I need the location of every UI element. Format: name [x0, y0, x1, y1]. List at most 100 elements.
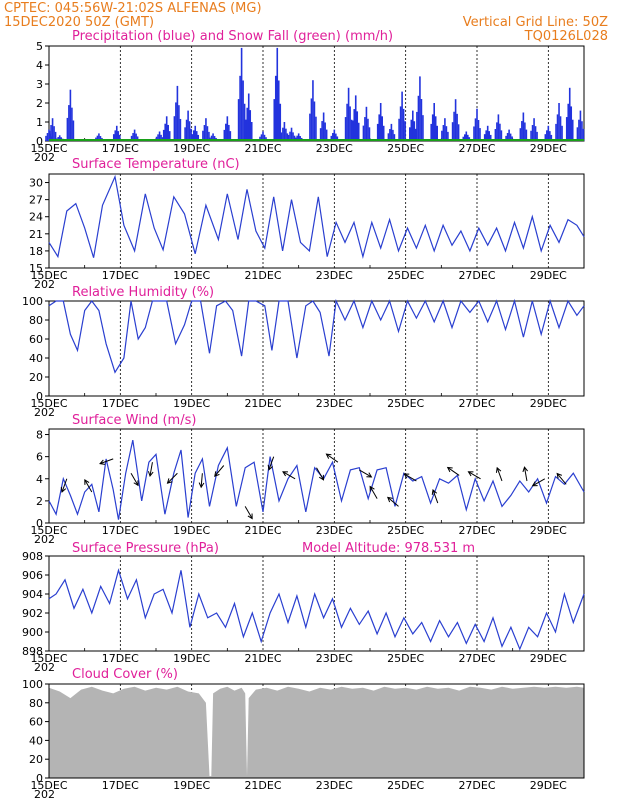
cloud-y-tick-label: 0 — [36, 772, 43, 785]
wind-arrow — [447, 467, 460, 476]
precip-bar — [508, 129, 510, 141]
precip-bar — [206, 126, 209, 141]
precip-bar — [533, 118, 535, 141]
precip-bar — [419, 76, 421, 141]
precip-bar — [511, 136, 513, 141]
precip-bar — [190, 128, 192, 141]
wind-arrow-head — [403, 473, 410, 479]
wind-arrow-head — [325, 453, 332, 459]
cloud-y-tick-label: 80 — [29, 697, 43, 710]
pressure-y-tick-label: 898 — [22, 645, 43, 658]
wind-arrow — [61, 478, 68, 493]
precip-bar — [379, 103, 382, 141]
temperature-x-tick-label: 27DEC — [458, 269, 495, 282]
wind-x-tick-label: 17DEC — [102, 524, 139, 537]
precip-bar — [568, 87, 571, 141]
wind-arrow — [432, 489, 439, 504]
temperature-x-tick-label: 19DEC — [173, 269, 210, 282]
precip-bar — [519, 128, 522, 141]
precip-bar — [497, 114, 500, 141]
precip-bar — [489, 134, 492, 141]
humidity-x-tick-label: 15DEC — [30, 397, 67, 410]
precip-bar — [550, 134, 553, 141]
wind-arrow — [167, 472, 178, 484]
precip-bar — [321, 121, 323, 141]
precip-bar — [454, 99, 457, 141]
wind-x-tick-label: 15DEC — [30, 524, 67, 537]
precip-x-tick-label: 19DEC — [173, 142, 210, 155]
precip-y-tick-label: 3 — [36, 78, 43, 91]
wind-line — [48, 439, 585, 520]
wind-arrow — [130, 472, 139, 486]
precip-bar — [332, 133, 334, 141]
temperature-y-tick-label: 27 — [29, 194, 43, 207]
precip-bar — [524, 122, 526, 141]
precip-bar — [249, 110, 252, 141]
humidity-x-tick-label: 17DEC — [102, 397, 139, 410]
precip-bar — [393, 134, 396, 141]
precip-bar — [58, 135, 61, 141]
precip-bar — [544, 134, 547, 141]
precip-bar — [239, 75, 241, 141]
wind-arrow-head — [166, 478, 173, 484]
precip-y-tick-label: 1 — [36, 116, 43, 129]
precip-bar — [242, 80, 244, 141]
humidity-y-tick-label: 80 — [29, 314, 43, 327]
precip-bar — [464, 134, 466, 141]
humidity-y-tick-label: 20 — [29, 371, 43, 384]
precip-bar — [114, 130, 117, 141]
precip-bar — [191, 134, 194, 141]
precip-bar — [413, 121, 416, 141]
precip-bar — [555, 123, 557, 141]
wind-arrow — [403, 473, 417, 482]
precip-bar — [263, 134, 266, 141]
wind-arrow-head — [133, 480, 139, 487]
wind-arrow-head — [495, 466, 502, 473]
precip-x-tick-label: 27DEC — [458, 142, 495, 155]
precip-bar — [250, 122, 253, 141]
humidity-x-tick-label: 19DEC — [173, 397, 210, 410]
precip-bar — [315, 116, 317, 141]
wind-x-tick-label: 25DEC — [387, 524, 424, 537]
humidity-y-tick-label: 100 — [22, 295, 43, 308]
precip-bar — [434, 116, 437, 141]
precip-x-tick-label: 21DEC — [244, 142, 281, 155]
precip-bar — [500, 130, 503, 141]
precip-bar — [132, 133, 134, 141]
precip-bar — [417, 95, 420, 141]
pressure-line — [48, 568, 585, 651]
wind-arrow-head — [214, 471, 220, 478]
precip-bar — [99, 136, 102, 141]
precip-bar — [546, 130, 548, 141]
wind-arrow-head — [387, 496, 393, 503]
wind-arrow — [200, 473, 203, 488]
humidity-x-tick-label: 27DEC — [458, 397, 495, 410]
temperature-frame — [48, 173, 585, 269]
precip-bar — [409, 127, 411, 141]
wind-arrow-head — [282, 471, 288, 477]
temperature-x-tick-label: 29DEC — [530, 269, 567, 282]
pressure-x-year-label: 202 — [34, 661, 55, 674]
precip-bar — [376, 123, 379, 141]
precip-bar — [398, 118, 400, 141]
precip-bar — [313, 101, 316, 141]
precip-bar — [381, 116, 383, 141]
wind-arrow-head — [556, 472, 563, 479]
precip-bar — [494, 129, 497, 141]
precip-bar — [208, 131, 210, 141]
precip-bar — [576, 127, 579, 141]
precip-bar — [324, 122, 326, 141]
precip-bar — [197, 134, 200, 141]
precip-bar — [262, 131, 264, 141]
precip-bar — [559, 116, 562, 141]
model-altitude: Model Altitude: 978.531 m — [302, 541, 475, 556]
wind-arrow-head — [446, 466, 453, 473]
pressure-y-tick-label: 904 — [22, 588, 43, 601]
wind-arrow-head — [147, 471, 154, 477]
precip-bar — [158, 131, 161, 141]
precip-bar — [71, 107, 73, 141]
precip-bar — [522, 112, 525, 141]
precip-bar — [404, 121, 406, 141]
temperature-x-tick-label: 21DEC — [244, 269, 281, 282]
